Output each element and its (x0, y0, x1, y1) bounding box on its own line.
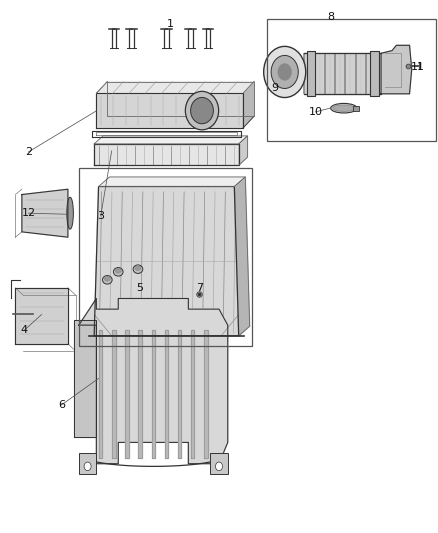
Ellipse shape (102, 276, 112, 284)
Bar (307, 51, 315, 96)
Ellipse shape (67, 197, 73, 229)
Polygon shape (234, 177, 250, 336)
Ellipse shape (104, 276, 110, 281)
Ellipse shape (331, 103, 357, 113)
Text: 9: 9 (271, 83, 278, 93)
Text: 5: 5 (137, 283, 144, 293)
Polygon shape (152, 330, 155, 458)
Polygon shape (22, 189, 68, 237)
Polygon shape (204, 330, 208, 458)
Text: 10: 10 (308, 107, 322, 117)
Polygon shape (74, 320, 96, 437)
Text: 2: 2 (25, 147, 32, 157)
Bar (370, 51, 379, 96)
Polygon shape (96, 93, 243, 128)
Polygon shape (239, 136, 247, 165)
Text: 7: 7 (196, 283, 203, 293)
Polygon shape (381, 45, 412, 94)
Ellipse shape (135, 265, 141, 271)
Polygon shape (94, 144, 239, 165)
Polygon shape (112, 330, 116, 458)
Polygon shape (138, 330, 142, 458)
Bar (210, 453, 228, 474)
Polygon shape (304, 53, 381, 94)
Text: 4: 4 (21, 326, 28, 335)
Polygon shape (15, 288, 68, 344)
Circle shape (278, 63, 292, 80)
Circle shape (215, 462, 223, 471)
Polygon shape (191, 330, 194, 458)
Polygon shape (79, 298, 228, 464)
Circle shape (264, 46, 306, 98)
Polygon shape (165, 330, 168, 458)
Ellipse shape (191, 98, 213, 124)
Circle shape (84, 462, 91, 471)
Bar (267, 19, 436, 141)
Ellipse shape (133, 265, 143, 273)
Bar (353, 106, 359, 111)
Bar (79, 168, 252, 346)
Polygon shape (99, 177, 245, 187)
Text: 12: 12 (21, 208, 35, 218)
Ellipse shape (115, 269, 121, 273)
Polygon shape (96, 82, 254, 93)
Polygon shape (94, 187, 239, 336)
Text: 1: 1 (167, 19, 174, 29)
Polygon shape (99, 330, 102, 458)
Polygon shape (125, 330, 129, 458)
Polygon shape (94, 136, 247, 144)
Text: 11: 11 (411, 62, 425, 71)
Circle shape (271, 55, 298, 88)
Polygon shape (178, 330, 181, 458)
Ellipse shape (113, 268, 123, 276)
Ellipse shape (185, 91, 219, 130)
Text: 3: 3 (97, 211, 104, 221)
Text: 6: 6 (58, 400, 65, 410)
Bar (79, 453, 96, 474)
Polygon shape (243, 82, 254, 128)
Text: 8: 8 (327, 12, 334, 22)
Ellipse shape (333, 105, 355, 111)
